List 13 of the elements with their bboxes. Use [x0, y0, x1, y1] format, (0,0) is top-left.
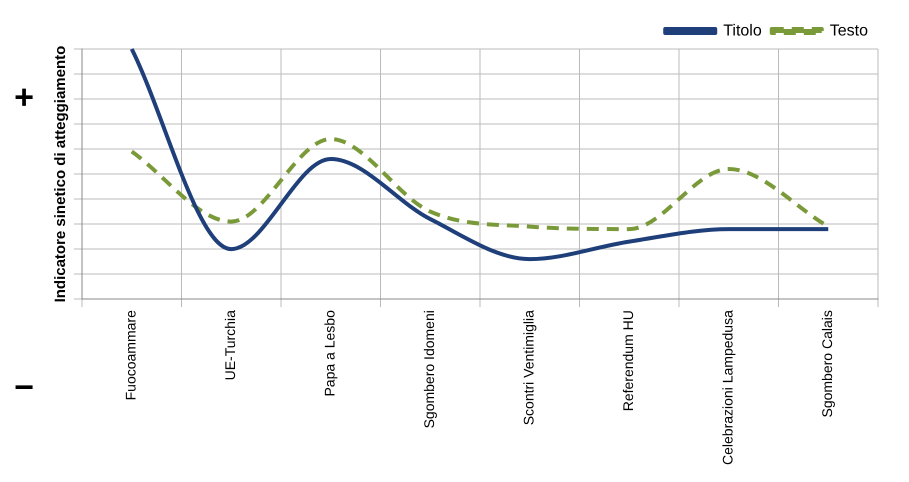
x-tick-label: Sgombero Idomeni [421, 310, 438, 428]
text: − [14, 368, 34, 406]
legend-label: Testo [830, 22, 868, 40]
x-tick-label: Referendum HU [620, 310, 636, 412]
x-tick-label: UE-Turchia [222, 310, 238, 380]
x-tick-label: Fuocoammare [122, 310, 139, 400]
text: + [14, 78, 34, 116]
x-tick-label: Sgombero Calais [819, 310, 836, 418]
x-tick-label: Papa a Lesbo [322, 310, 338, 397]
y-axis-title: Indicatore sinetico di atteggiamento [52, 46, 70, 302]
legend-label: Titolo [723, 22, 762, 40]
x-tick-label: Celebrazioni Lampedusa [720, 310, 736, 465]
x-tick-label: Scontri Ventimiglia [520, 310, 537, 426]
